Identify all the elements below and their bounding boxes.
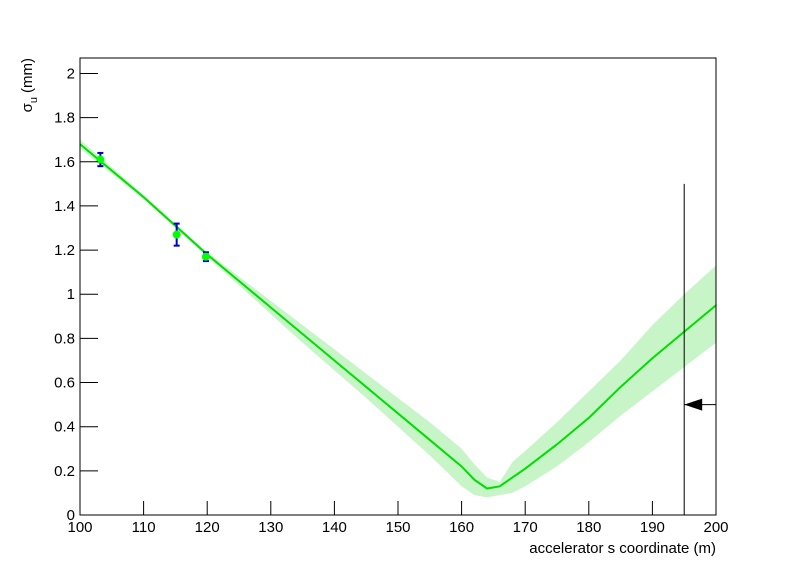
confidence-band [80, 139, 716, 498]
y-tick-label: 1.8 [54, 110, 75, 127]
y-tick-label: 0.8 [54, 330, 75, 347]
y-tick-label: 1.2 [54, 242, 75, 259]
x-tick-label: 190 [640, 519, 665, 536]
y-tick-label: 1 [67, 286, 75, 303]
x-axis-label: accelerator s coordinate (m) [529, 540, 716, 557]
y-tick-label: 0.2 [54, 463, 75, 480]
data-point [96, 155, 105, 164]
data-point [172, 230, 181, 239]
marker-arrow-head [684, 398, 703, 411]
y-tick-label: 0.6 [54, 375, 75, 392]
x-tick-label: 160 [449, 519, 474, 536]
y-tick-label: 0.4 [54, 419, 75, 436]
x-tick-label: 150 [385, 519, 410, 536]
x-tick-label: 170 [513, 519, 538, 536]
plot-frame [79, 57, 717, 516]
data-point [201, 252, 210, 261]
y-tick-label: 0 [67, 507, 75, 524]
y-tick-label: 2 [67, 65, 75, 82]
x-tick-label: 180 [576, 519, 601, 536]
x-tick-label: 110 [132, 519, 156, 536]
y-label-symbol: σ [19, 102, 36, 112]
x-tick-label: 100 [67, 519, 92, 536]
y-label-subscript: u [28, 97, 40, 103]
y-axis-label: σu (mm) [19, 58, 40, 112]
x-tick-label: 130 [258, 519, 283, 536]
fit-line [79, 143, 717, 490]
x-tick-label: 140 [322, 519, 347, 536]
y-tick-label: 1.4 [54, 198, 75, 215]
x-tick-label: 120 [195, 519, 220, 536]
x-tick-label: 200 [703, 519, 728, 536]
y-tick-label: 1.6 [54, 154, 75, 171]
y-label-unit: (mm) [19, 58, 36, 93]
